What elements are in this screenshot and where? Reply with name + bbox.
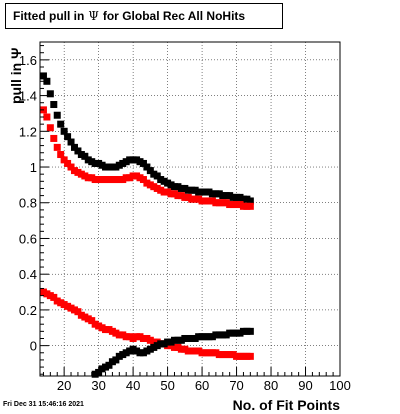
series-red-1 [39, 106, 254, 210]
timestamp: Fri Dec 31 15:46:16 2021 [3, 401, 84, 408]
data-point [74, 308, 82, 316]
y-tick-label: 1.4 [19, 89, 37, 104]
data-point [153, 172, 161, 180]
x-tick-label: 50 [160, 378, 174, 393]
data-point [70, 143, 78, 151]
data-point [57, 120, 65, 128]
x-tick-label: 90 [298, 378, 312, 393]
series-black-0 [39, 72, 254, 205]
plot-frame [39, 41, 341, 377]
data-point [43, 113, 51, 121]
data-point [64, 133, 72, 141]
data-point [39, 72, 47, 80]
data-point [74, 147, 82, 155]
data-point [143, 163, 151, 171]
y-tick-label: 1.2 [19, 124, 37, 139]
y-tick-label: 1 [30, 160, 37, 175]
data-point [46, 124, 54, 132]
data-point [57, 151, 65, 159]
x-tick-label: 30 [91, 378, 105, 393]
y-tick-label: 0.2 [19, 303, 37, 318]
y-tick-label: 1.6 [19, 53, 37, 68]
data-point [53, 111, 61, 119]
data-point [246, 197, 254, 205]
y-axis-label: pull in Ψ [8, 48, 24, 104]
x-tick-label: 70 [229, 378, 243, 393]
y-tick-label: 0.8 [19, 196, 37, 211]
data-point [105, 361, 113, 369]
y-tick-label: 0 [30, 339, 37, 354]
data-point [139, 176, 147, 184]
data-point [43, 77, 51, 85]
data-point [50, 101, 58, 109]
data-point [246, 327, 254, 335]
axis-ticks [40, 45, 341, 376]
x-tick-label: 100 [329, 378, 351, 393]
data-point [64, 159, 72, 167]
data-point [60, 127, 68, 135]
data-point [146, 167, 154, 175]
x-tick-label: 40 [126, 378, 140, 393]
data-point [67, 138, 75, 146]
x-tick-label: 60 [195, 378, 209, 393]
data-point [81, 152, 89, 160]
x-axis-label: No. of Fit Points [233, 397, 341, 413]
y-tick-label: 0.4 [19, 267, 37, 282]
psi-symbol: Ψ [88, 9, 99, 23]
data-point [88, 317, 96, 325]
data-point [50, 134, 58, 142]
chart-title-suffix: for Global Rec All NoHits [102, 9, 246, 23]
x-tick-label: 80 [264, 378, 278, 393]
data-point [60, 156, 68, 164]
data-point [46, 90, 54, 98]
chart-title-prefix: Fitted pull in [13, 9, 85, 23]
data-point [67, 163, 75, 171]
data-point [112, 356, 120, 364]
data-point [50, 293, 58, 301]
data-point [246, 202, 254, 210]
data-point [139, 159, 147, 167]
y-tick-label: 0.6 [19, 231, 37, 246]
data-points [39, 72, 254, 378]
grid-lines [40, 42, 341, 376]
x-tick-label: 20 [57, 378, 71, 393]
data-point [53, 143, 61, 151]
data-point [246, 352, 254, 360]
tick-labels: 20 30 40 50 60 70 80 90 100 0 0.2 0.4 0.6 0.8 1 1.2 1.4 1… [19, 53, 351, 393]
